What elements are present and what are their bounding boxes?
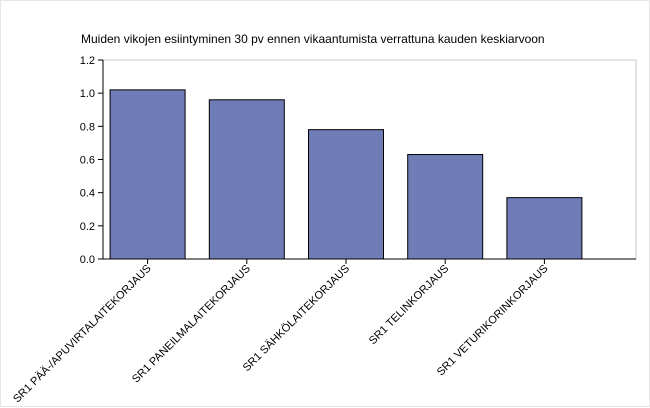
x-category-label: SR1 VETURIKORINKORJAUS: [435, 263, 551, 379]
bar: [109, 89, 186, 260]
y-tick-label: 0.4: [80, 188, 95, 200]
y-tick-label: 0.8: [80, 121, 95, 133]
y-tick-label: 1.0: [80, 88, 95, 100]
chart-title: Muiden vikojen esiintyminen 30 pv ennen …: [81, 32, 545, 46]
x-category-label: SR1 SÄHKÖLAITEKORJAUS: [241, 263, 352, 374]
bar: [208, 99, 285, 260]
y-tick-label: 0.0: [80, 254, 95, 266]
bar: [308, 129, 384, 260]
y-tick-label: 1.2: [80, 55, 95, 67]
bar: [407, 154, 484, 260]
y-tick-label: 0.6: [80, 155, 95, 167]
bar: [506, 197, 583, 260]
x-category-label: SR1 TELINKORJAUS: [367, 263, 451, 347]
x-category-label: SR1 PÄÄ-/APUVIRTALAITEKORJAUS: [11, 263, 154, 406]
x-category-label: SR1 PANEILMALAITEKORJAUS: [130, 263, 253, 386]
y-tick-label: 0.2: [80, 221, 95, 233]
